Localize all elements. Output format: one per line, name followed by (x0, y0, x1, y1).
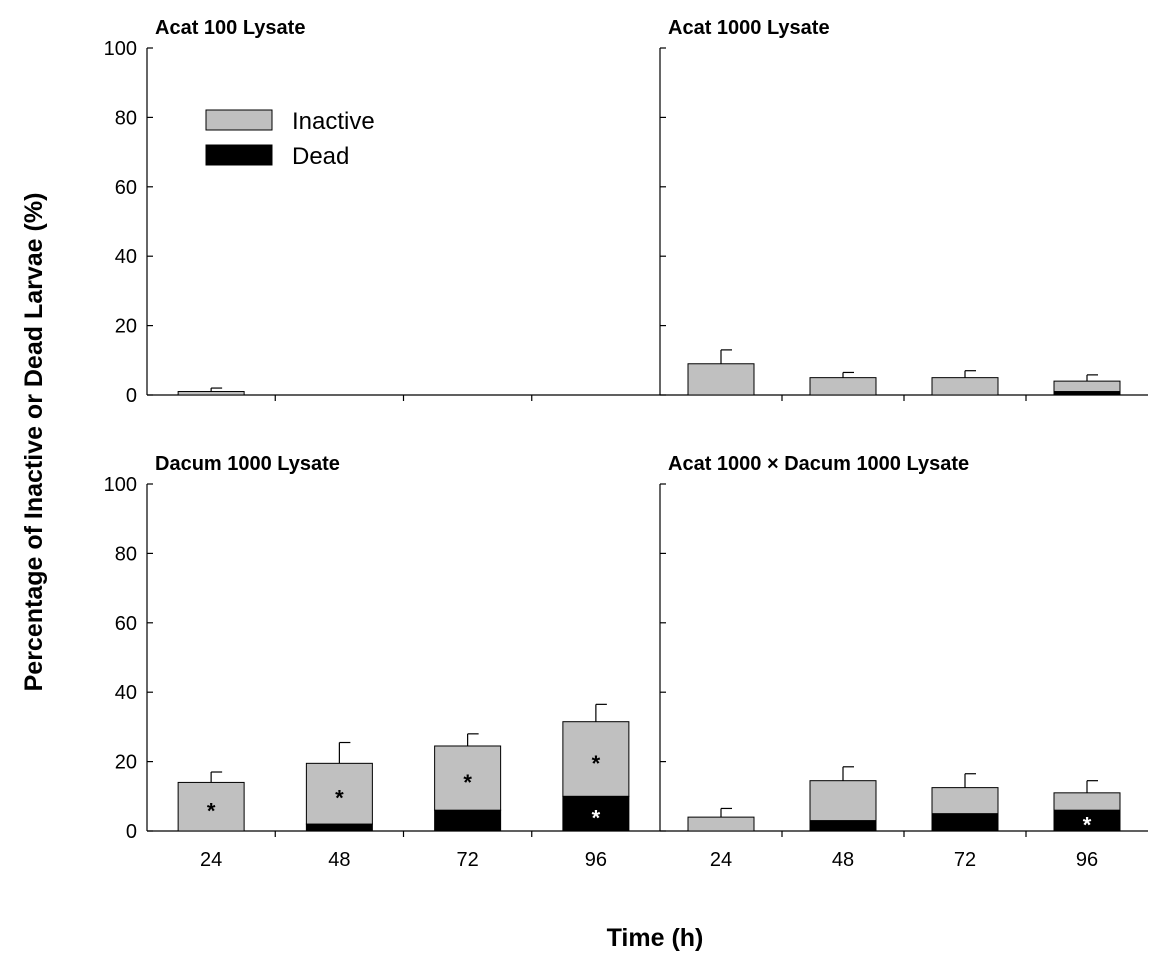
bar-inactive-72 (931, 377, 999, 396)
x-tick-label: 72 (457, 849, 479, 871)
bar-inactive-24 (177, 781, 245, 832)
bar-dead-96 (1053, 391, 1121, 396)
legend-label-inactive: Inactive (292, 108, 375, 135)
bar-dead-48 (305, 823, 373, 832)
y-axis-label: Percentage of Inactive or Dead Larvae (%… (20, 193, 48, 692)
x-tick-label: 24 (200, 849, 222, 871)
x-tick-label: 48 (832, 849, 854, 871)
x-tick-label: 48 (328, 849, 350, 871)
chart-panel-3: Dacum 1000 Lysate 0 20 40 60 80 100 24 48 72 96 * * *… (104, 453, 660, 871)
significance-marker: * (592, 806, 601, 831)
panel-title: Acat 100 Lysate (155, 17, 305, 39)
legend: Inactive Dead (205, 108, 375, 170)
y-tick-label: 20 (115, 316, 137, 338)
x-tick-label: 96 (585, 849, 607, 871)
bar-inactive-24 (177, 391, 245, 396)
chart-panel-1: Acat 100 Lysate 0 20 40 60 80 100 (104, 17, 660, 407)
y-tick-label: 80 (115, 107, 137, 129)
y-tick-label: 100 (104, 38, 137, 60)
x-tick-label: 72 (954, 849, 976, 871)
y-tick-label: 60 (115, 613, 137, 635)
y-tick-label: 40 (115, 682, 137, 704)
bar-dead-72 (434, 809, 502, 832)
bar-inactive-96 (1053, 380, 1121, 393)
panels: Acat 100 Lysate 0 20 40 60 80 100 Acat 1000 Lys… (104, 17, 1148, 871)
bar-inactive-48 (809, 780, 877, 822)
bar-dead-72 (931, 813, 999, 832)
y-tick-label: 80 (115, 543, 137, 565)
significance-marker: * (207, 799, 216, 824)
bar-inactive-72 (931, 787, 999, 815)
significance-marker: * (1083, 813, 1092, 838)
bar-inactive-72 (434, 745, 502, 811)
bar-inactive-24 (687, 816, 755, 832)
bar-inactive-96 (1053, 792, 1121, 811)
bar-inactive-24 (687, 363, 755, 396)
chart-panel-2: Acat 1000 Lysate (659, 17, 1148, 401)
y-tick-label: 0 (126, 821, 137, 843)
significance-marker: * (592, 751, 601, 776)
chart-panel-4: Acat 1000 × Dacum 1000 Lysate 24 48 72 96 * (659, 453, 1148, 871)
bar-inactive-96 (562, 721, 630, 797)
legend-label-dead: Dead (292, 143, 349, 170)
legend-swatch-inactive (205, 109, 273, 131)
panel-title: Acat 1000 Lysate (668, 17, 830, 39)
x-tick-label: 24 (710, 849, 732, 871)
significance-marker: * (463, 770, 472, 795)
y-tick-label: 100 (104, 474, 137, 496)
bar-dead-96 (562, 795, 630, 832)
legend-swatch-dead (205, 144, 273, 166)
y-tick-label: 20 (115, 752, 137, 774)
significance-marker: * (335, 786, 344, 811)
panel-title: Acat 1000 × Dacum 1000 Lysate (668, 453, 969, 475)
x-axis-label: Time (h) (607, 924, 704, 952)
y-tick-label: 40 (115, 246, 137, 268)
bar-dead-48 (809, 820, 877, 832)
y-tick-label: 0 (126, 385, 137, 407)
x-tick-label: 96 (1076, 849, 1098, 871)
bar-inactive-48 (809, 377, 877, 396)
y-tick-label: 60 (115, 177, 137, 199)
panel-title: Dacum 1000 Lysate (155, 453, 340, 475)
